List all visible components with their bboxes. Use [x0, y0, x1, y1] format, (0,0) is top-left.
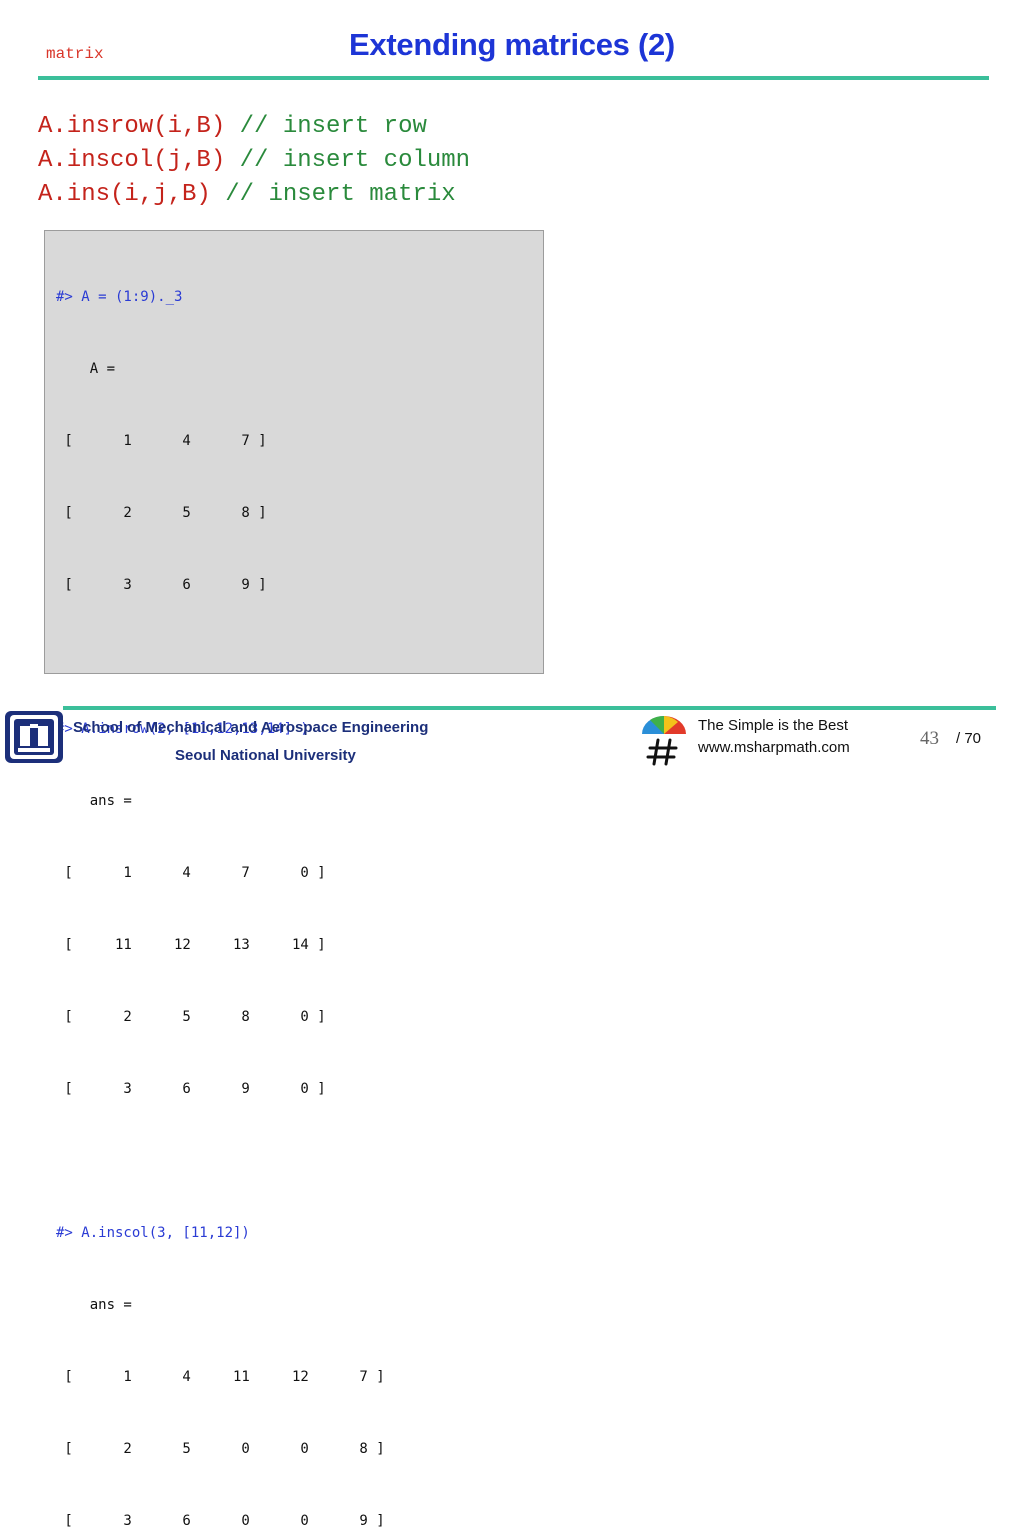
console-output: [ 2 5 0 0 8 ] — [56, 1441, 385, 1457]
console-output: [ 1 4 11 12 7 ] — [56, 1369, 385, 1385]
api-line-inscol: A.inscol(j,B) // insert column — [38, 144, 470, 178]
console-output: [ 2 5 8 ] — [56, 505, 267, 521]
console-output: [ 3 6 9 0 ] — [56, 1081, 326, 1097]
page-total: / 70 — [956, 730, 982, 747]
api-comment: // insert matrix — [225, 181, 456, 208]
console-output: [ 3 6 9 ] — [56, 577, 267, 593]
page-number: 43 — [920, 728, 939, 749]
footer-divider — [63, 706, 996, 710]
console-output: [ 3 6 0 0 9 ] — [56, 1513, 385, 1529]
motto-text: The Simple is the Best — [698, 717, 849, 734]
school-name: School of Mechanical and Aerospace Engin… — [73, 719, 429, 736]
api-comment: // insert row — [239, 113, 427, 140]
university-emblem-icon — [5, 711, 63, 763]
console-blank-line — [56, 1149, 385, 1173]
api-line-insrow: A.insrow(i,B) // insert row — [38, 110, 470, 144]
console-command: #> A.inscol(3, [11,12]) — [56, 1225, 250, 1241]
umbrella-sharp-icon — [642, 715, 686, 766]
console-command: #> A = (1:9)._3 — [56, 289, 183, 305]
api-code: A.inscol(j,B) — [38, 147, 226, 174]
api-line-ins: A.ins(i,j,B) // insert matrix — [38, 178, 470, 212]
console-output: [ 11 12 13 14 ] — [56, 937, 326, 953]
console-output: ans = — [56, 793, 132, 809]
api-code: A.insrow(i,B) — [38, 113, 226, 140]
website-link[interactable]: www.msharpmath.com — [698, 739, 850, 756]
slide-title: Extending matrices (2) — [349, 27, 675, 62]
api-code: A.ins(i,j,B) — [38, 181, 211, 208]
console-blank-line — [56, 645, 385, 669]
title-divider — [38, 76, 989, 80]
api-list: A.insrow(i,B) // insert row A.inscol(j,B… — [38, 110, 470, 212]
console-output: ans = — [56, 1297, 132, 1313]
console-output: [ 2 5 8 0 ] — [56, 1009, 326, 1025]
console-output: [ 1 4 7 0 ] — [56, 865, 326, 881]
console-output: [ 1 4 7 ] — [56, 433, 267, 449]
section-tag: matrix — [46, 45, 104, 63]
university-name: Seoul National University — [175, 747, 356, 764]
console-body: #> A = (1:9)._3 A = [ 1 4 7 ] [ 2 5 8 ] … — [56, 237, 385, 1536]
console-output-box: #> A = (1:9)._3 A = [ 1 4 7 ] [ 2 5 8 ] … — [44, 230, 544, 1529]
api-comment: // insert column — [239, 147, 471, 174]
console-output: A = — [56, 361, 116, 377]
